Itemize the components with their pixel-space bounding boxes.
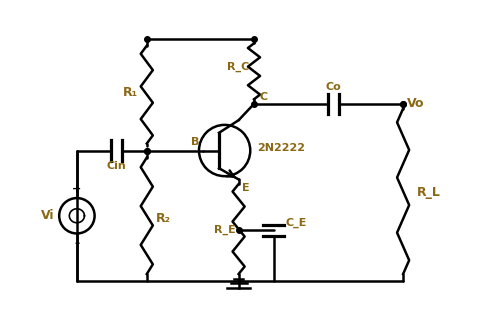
Text: R_C: R_C: [227, 62, 249, 72]
Text: Cin: Cin: [107, 161, 126, 171]
Text: E: E: [242, 183, 250, 193]
Text: Vi: Vi: [41, 209, 55, 222]
Text: Co: Co: [325, 82, 341, 92]
Text: C_E: C_E: [285, 218, 307, 228]
Text: B: B: [191, 137, 199, 147]
Text: C: C: [260, 91, 268, 102]
Text: R_L: R_L: [417, 186, 441, 199]
Text: R₂: R₂: [156, 212, 170, 225]
Text: -: -: [74, 237, 80, 250]
Text: +: +: [72, 184, 82, 194]
Text: Vo: Vo: [407, 97, 424, 111]
Text: R_E: R_E: [214, 225, 236, 235]
Text: 2N2222: 2N2222: [257, 143, 305, 153]
Text: R₁: R₁: [123, 86, 138, 99]
